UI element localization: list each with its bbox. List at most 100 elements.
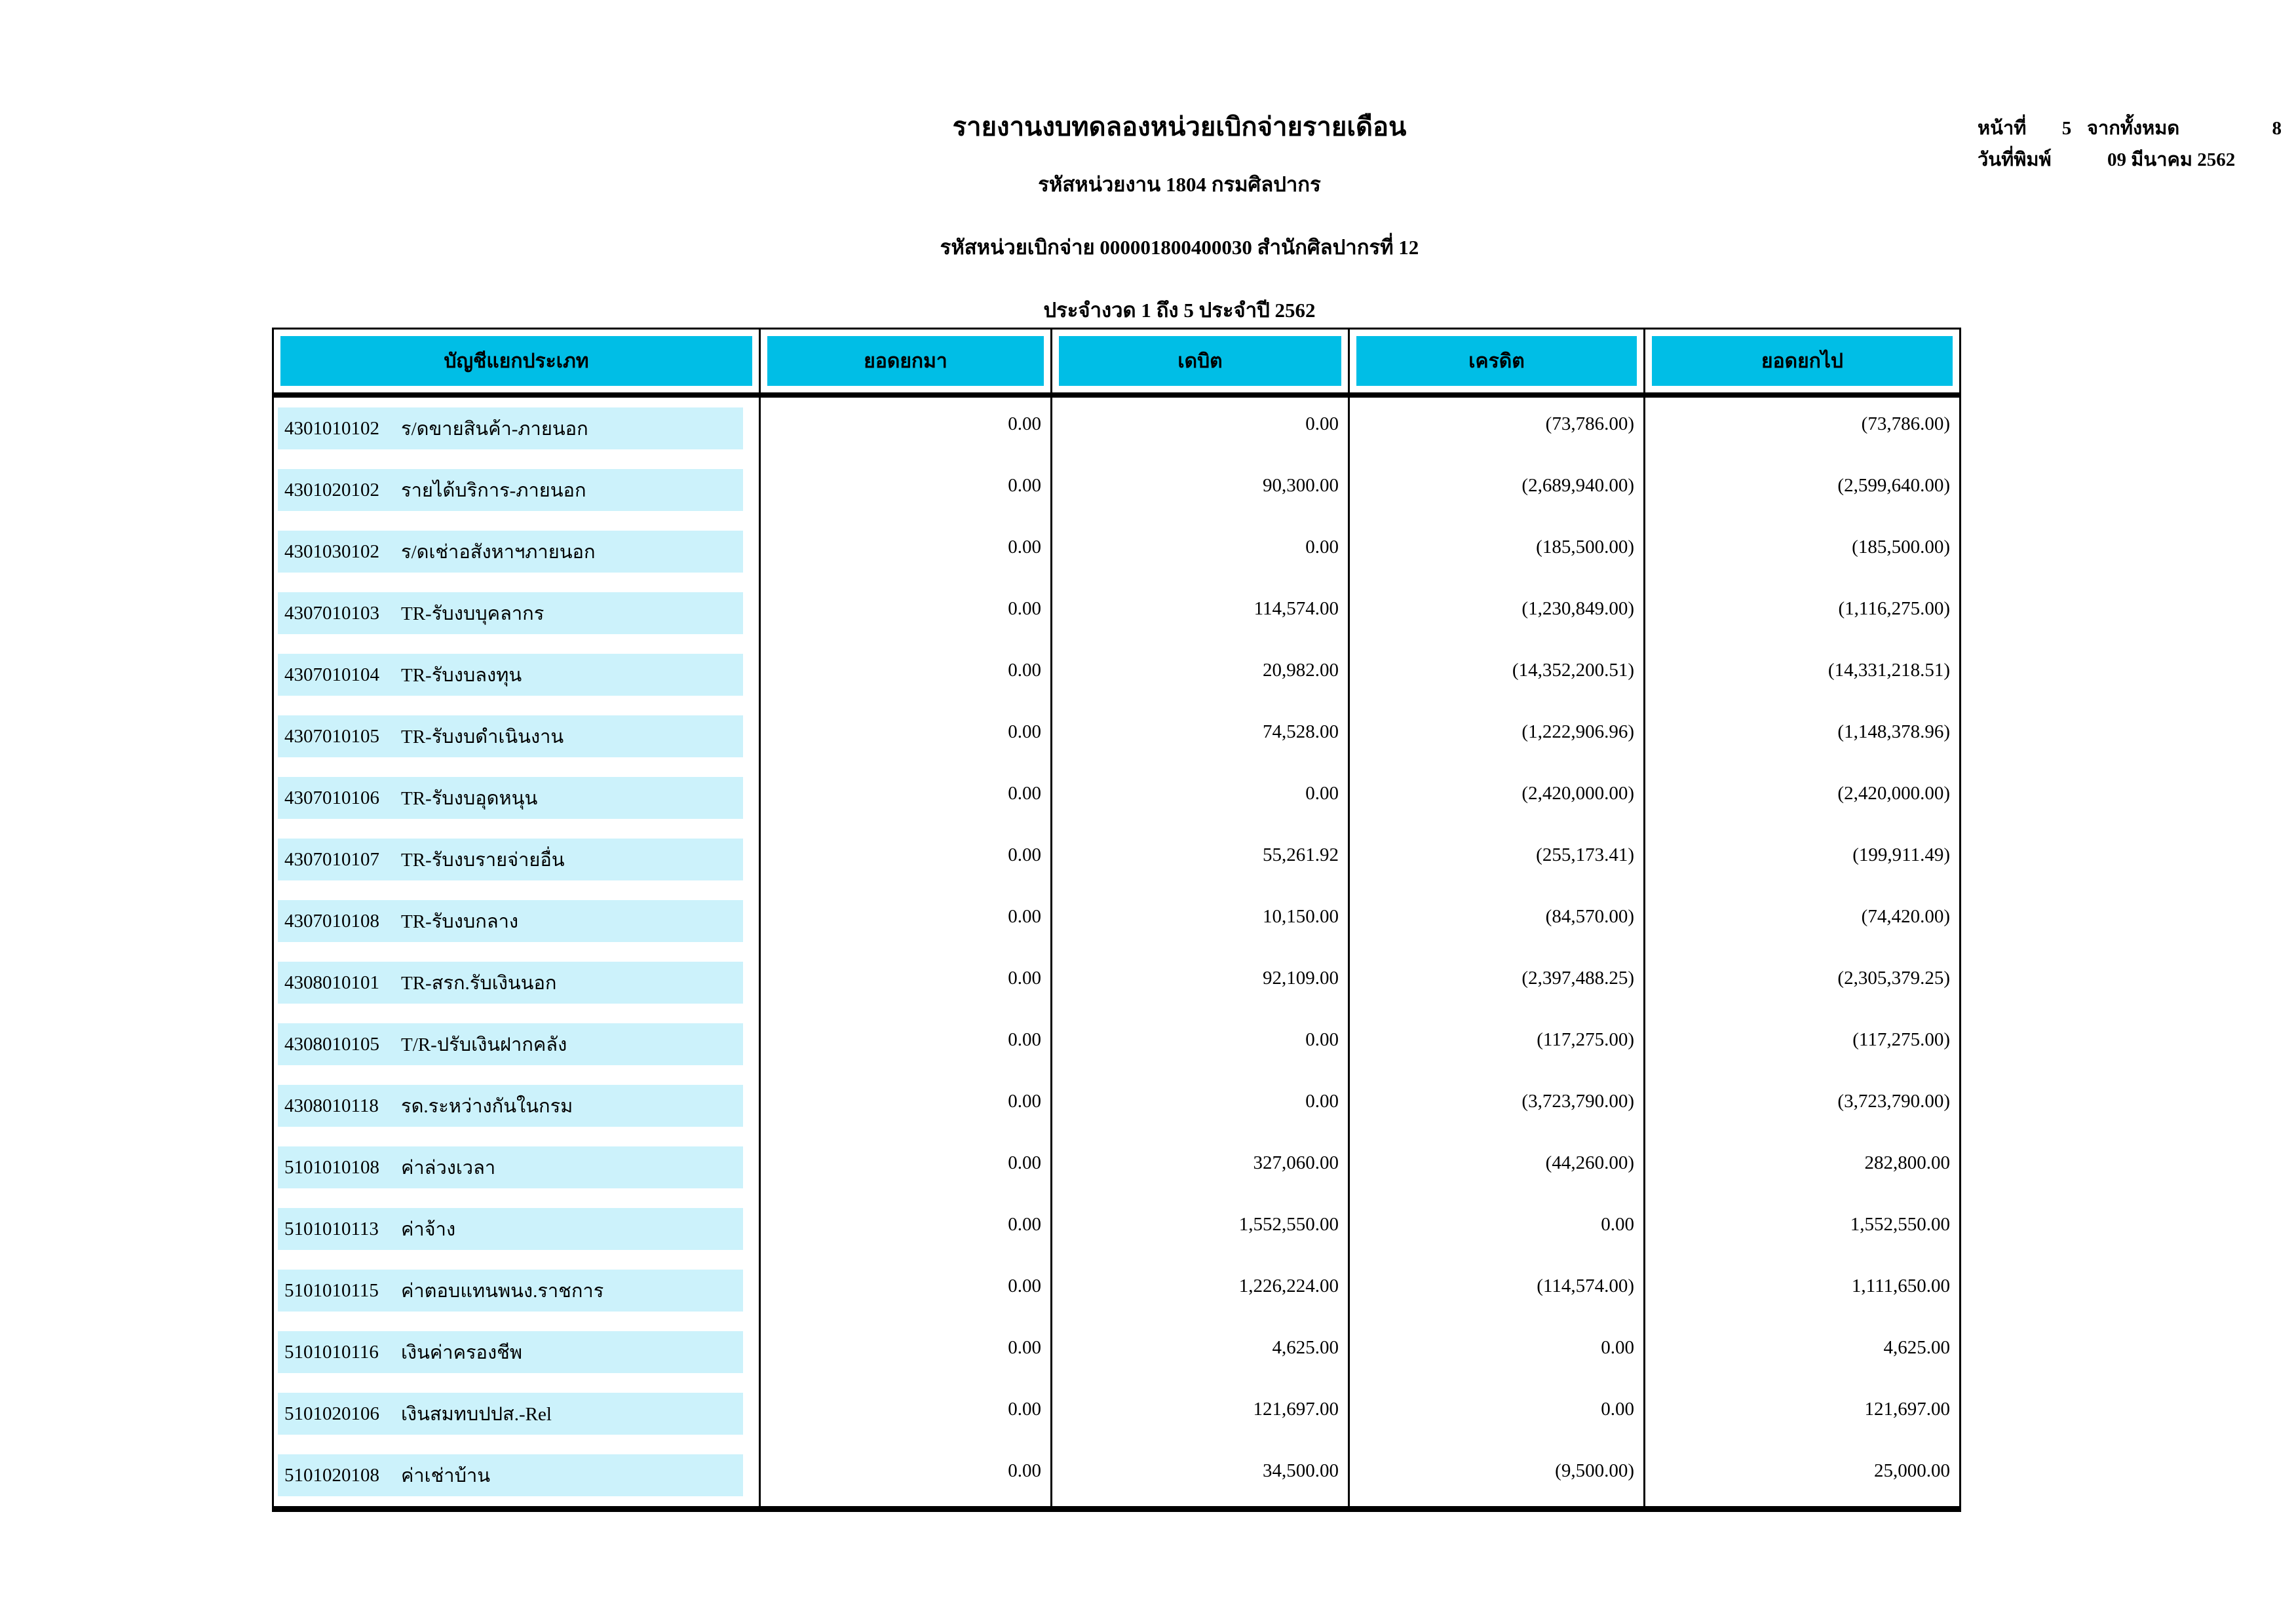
opening-balance-cell: 0.00 <box>759 1260 1050 1321</box>
opening-balance-value: 0.00 <box>1008 597 1041 619</box>
agency-code-line: รหัสหน่วยงาน 1804 กรมศิลปากร <box>1038 173 1321 196</box>
account-cell: 4307010105 TR-รับงบดำเนินงาน <box>274 706 759 767</box>
credit-cell: (3,723,790.00) <box>1348 1075 1643 1137</box>
account-code: 4301010102 <box>284 417 379 439</box>
account-name: TR-รับงบบุคลากร <box>401 603 545 624</box>
closing-balance-value: (2,420,000.00) <box>1837 782 1950 804</box>
closing-balance-cell: (185,500.00) <box>1643 521 1959 582</box>
account-cell: 4307010107 TR-รับงบรายจ่ายอื่น <box>274 829 759 890</box>
opening-balance-value: 0.00 <box>1008 413 1041 434</box>
closing-balance-cell: (14,331,218.51) <box>1643 644 1959 706</box>
account-code: 4307010103 <box>284 602 379 624</box>
debit-cell: 114,574.00 <box>1050 582 1348 644</box>
opening-balance-cell: 0.00 <box>759 521 1050 582</box>
account-code: 4308010105 <box>284 1033 379 1055</box>
opening-balance-cell: 0.00 <box>759 1321 1050 1383</box>
account-highlight-band: 4307010103 TR-รับงบบุคลากร <box>278 592 743 634</box>
account-code: 5101010113 <box>284 1218 379 1239</box>
credit-cell: (1,222,906.96) <box>1348 706 1643 767</box>
account-name: TR-รับงบดำเนินงาน <box>401 727 564 747</box>
account-code: 5101010116 <box>284 1341 379 1363</box>
account-name: ค่าตอบแทนพนง.ราชการ <box>401 1281 604 1302</box>
credit-value: (84,570.00) <box>1545 905 1634 927</box>
header-cell-account: บัญชีแยกประเภท <box>274 330 759 392</box>
table-row: 4307010105 TR-รับงบดำเนินงาน 0.00 74,528… <box>274 706 1959 767</box>
debit-value: 327,060.00 <box>1253 1152 1339 1173</box>
account-name: ค่าล่วงเวลา <box>401 1158 496 1179</box>
account-cell: 5101010108 ค่าล่วงเวลา <box>274 1137 759 1198</box>
account-name: TR-รับงบรายจ่ายอื่น <box>401 850 565 871</box>
header-label-closing-balance: ยอดยกไป <box>1652 336 1953 386</box>
account-name: เงินค่าครองชีพ <box>401 1342 522 1363</box>
account-name: TR-รับงบอุดหนุน <box>401 788 538 809</box>
closing-balance-value: (1,116,275.00) <box>1838 597 1951 619</box>
opening-balance-cell: 0.00 <box>759 459 1050 521</box>
opening-balance-cell: 0.00 <box>759 1198 1050 1260</box>
credit-value: (2,689,940.00) <box>1521 474 1634 496</box>
account-cell: 4301010102 ร/ดขายสินค้า-ภายนอก <box>274 398 759 459</box>
opening-balance-value: 0.00 <box>1008 967 1041 989</box>
opening-balance-cell: 0.00 <box>759 767 1050 829</box>
credit-cell: (1,230,849.00) <box>1348 582 1643 644</box>
credit-value: (1,230,849.00) <box>1521 597 1634 619</box>
credit-cell: (44,260.00) <box>1348 1137 1643 1198</box>
account-cell: 4308010118 รด.ระหว่างกันในกรม <box>274 1075 759 1137</box>
opening-balance-value: 0.00 <box>1008 474 1041 496</box>
opening-balance-value: 0.00 <box>1008 1336 1041 1358</box>
closing-balance-value: (185,500.00) <box>1852 536 1950 557</box>
account-cell: 5101020108 ค่าเช่าบ้าน <box>274 1445 759 1506</box>
debit-value: 90,300.00 <box>1263 474 1339 496</box>
debit-cell: 4,625.00 <box>1050 1321 1348 1383</box>
closing-balance-value: (2,305,379.25) <box>1837 967 1950 989</box>
credit-value: (3,723,790.00) <box>1521 1090 1634 1112</box>
account-code: 4308010118 <box>284 1095 379 1116</box>
account-code: 4307010105 <box>284 725 379 747</box>
credit-value: 0.00 <box>1601 1213 1634 1235</box>
account-highlight-band: 4307010106 TR-รับงบอุดหนุน <box>278 777 743 819</box>
table-row: 4308010101 TR-สรก.รับเงินนอก 0.00 92,109… <box>274 952 1959 1013</box>
closing-balance-value: 4,625.00 <box>1883 1336 1951 1358</box>
opening-balance-value: 0.00 <box>1008 721 1041 742</box>
closing-balance-value: (74,420.00) <box>1861 905 1950 927</box>
credit-value: (117,275.00) <box>1537 1029 1634 1050</box>
closing-balance-value: (73,786.00) <box>1861 413 1950 434</box>
closing-balance-cell: (74,420.00) <box>1643 890 1959 952</box>
account-code: 5101020108 <box>284 1464 379 1486</box>
closing-balance-value: 282,800.00 <box>1864 1152 1951 1173</box>
closing-balance-cell: (1,148,378.96) <box>1643 706 1959 767</box>
account-code: 4307010107 <box>284 848 379 870</box>
disbursing-unit-line: รหัสหน่วยเบิกจ่าย 000001800400030 สำนักศ… <box>940 236 1419 259</box>
closing-balance-value: 121,697.00 <box>1864 1398 1951 1420</box>
account-name: TR-รับงบกลาง <box>401 911 519 932</box>
opening-balance-value: 0.00 <box>1008 1398 1041 1420</box>
account-highlight-band: 5101010115 ค่าตอบแทนพนง.ราชการ <box>278 1270 743 1312</box>
header-cell-debit: เดบิต <box>1050 330 1348 392</box>
header-cell-opening-balance: ยอดยกมา <box>759 330 1050 392</box>
debit-cell: 0.00 <box>1050 767 1348 829</box>
account-highlight-band: 4301020102 รายได้บริการ-ภายนอก <box>278 469 743 511</box>
credit-cell: 0.00 <box>1348 1198 1643 1260</box>
closing-balance-cell: (2,305,379.25) <box>1643 952 1959 1013</box>
debit-cell: 92,109.00 <box>1050 952 1348 1013</box>
account-cell: 5101010116 เงินค่าครองชีพ <box>274 1321 759 1383</box>
debit-cell: 1,226,224.00 <box>1050 1260 1348 1321</box>
closing-balance-cell: (3,723,790.00) <box>1643 1075 1959 1137</box>
credit-cell: (14,352,200.51) <box>1348 644 1643 706</box>
closing-balance-cell: 1,552,550.00 <box>1643 1198 1959 1260</box>
credit-value: (1,222,906.96) <box>1521 721 1634 742</box>
account-cell: 4307010103 TR-รับงบบุคลากร <box>274 582 759 644</box>
credit-value: (44,260.00) <box>1545 1152 1634 1173</box>
opening-balance-cell: 0.00 <box>759 706 1050 767</box>
debit-value: 20,982.00 <box>1263 659 1339 681</box>
account-highlight-band: 4301030102 ร/ดเช่าอสังหาฯภายนอก <box>278 531 743 573</box>
closing-balance-value: (117,275.00) <box>1852 1029 1950 1050</box>
account-name: T/R-ปรับเงินฝากคลัง <box>401 1034 567 1055</box>
opening-balance-cell: 0.00 <box>759 1013 1050 1075</box>
opening-balance-value: 0.00 <box>1008 1460 1041 1481</box>
table-row: 5101020106 เงินสมทบปปส.-Rel 0.00 121,697… <box>274 1383 1959 1445</box>
debit-cell: 0.00 <box>1050 521 1348 582</box>
print-date-row: วันที่พิมพ์ 09 มีนาคม 2562 <box>1978 144 2286 176</box>
closing-balance-value: (3,723,790.00) <box>1837 1090 1950 1112</box>
closing-balance-cell: (73,786.00) <box>1643 398 1959 459</box>
